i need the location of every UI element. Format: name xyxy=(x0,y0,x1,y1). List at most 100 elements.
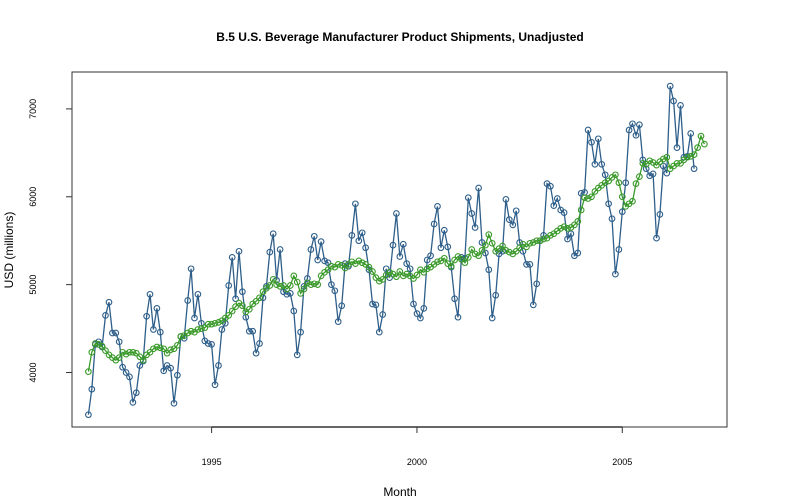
data-point xyxy=(317,272,325,280)
data-point xyxy=(297,290,304,297)
data-point xyxy=(115,354,123,361)
data-point xyxy=(615,246,623,253)
y-tick-label: 5000 xyxy=(28,275,38,295)
data-point xyxy=(564,225,571,232)
data-point xyxy=(215,362,222,369)
data-point xyxy=(310,232,318,240)
data-point xyxy=(605,200,612,208)
data-point xyxy=(423,265,431,273)
data-point xyxy=(598,160,606,168)
data-point xyxy=(516,244,523,252)
data-point xyxy=(269,276,277,283)
data-point xyxy=(612,171,619,179)
data-point xyxy=(653,161,660,169)
data-point xyxy=(523,243,530,251)
data-point xyxy=(618,193,626,201)
data-point xyxy=(304,275,311,282)
data-point xyxy=(286,290,294,297)
data-point xyxy=(533,280,541,288)
data-point xyxy=(211,381,219,389)
data-point xyxy=(314,281,322,288)
y-axis: 4000 5000 6000 7000 xyxy=(28,99,73,383)
data-point xyxy=(139,356,147,364)
x-tick-label: 2005 xyxy=(612,457,632,467)
data-point xyxy=(649,170,657,178)
data-point xyxy=(355,237,363,245)
y-tick-label: 4000 xyxy=(28,363,38,383)
data-point xyxy=(577,189,585,197)
data-point xyxy=(310,280,318,288)
data-point xyxy=(174,341,181,349)
data-point xyxy=(375,277,383,285)
data-point xyxy=(632,131,640,139)
data-point xyxy=(276,283,284,290)
data-point xyxy=(290,307,298,315)
data-point xyxy=(447,262,455,270)
data-point xyxy=(571,221,578,229)
data-point xyxy=(372,274,380,281)
data-point xyxy=(334,318,342,325)
data-point xyxy=(252,349,260,357)
data-point xyxy=(256,340,263,347)
data-point xyxy=(475,184,482,192)
data-point xyxy=(673,160,681,167)
data-point xyxy=(512,247,520,255)
data-point xyxy=(547,232,554,239)
data-point xyxy=(379,311,387,318)
data-point xyxy=(512,207,520,215)
data-point xyxy=(690,165,698,173)
data-point xyxy=(184,297,192,304)
data-point xyxy=(488,314,496,322)
data-point xyxy=(601,179,609,187)
y-tick-label: 6000 xyxy=(28,187,38,207)
data-point xyxy=(85,411,92,419)
data-point xyxy=(160,367,168,375)
data-point xyxy=(273,281,280,288)
data-point xyxy=(399,272,407,280)
data-point xyxy=(663,169,671,177)
data-point xyxy=(636,121,643,129)
data-point xyxy=(444,243,452,251)
data-point xyxy=(393,210,400,217)
data-point xyxy=(204,320,212,328)
data-point xyxy=(153,343,161,351)
series-line xyxy=(87,134,705,372)
data-point xyxy=(293,278,301,286)
data-point xyxy=(629,120,636,128)
data-point xyxy=(174,371,181,379)
data-point xyxy=(393,273,400,281)
data-point xyxy=(567,230,575,238)
data-point xyxy=(406,265,414,273)
data-point xyxy=(355,257,363,265)
data-point xyxy=(324,266,332,274)
data-point xyxy=(594,135,602,143)
data-point xyxy=(505,216,513,223)
data-point xyxy=(403,260,411,267)
data-point xyxy=(526,239,534,247)
data-point xyxy=(122,350,130,358)
data-point xyxy=(663,153,671,161)
data-point xyxy=(358,229,366,237)
data-point xyxy=(85,368,92,375)
data-point xyxy=(143,312,150,320)
series-line xyxy=(87,85,695,415)
data-point xyxy=(348,232,356,239)
data-point xyxy=(194,326,202,333)
x-axis-label: Month xyxy=(383,485,416,499)
data-point xyxy=(492,291,500,299)
data-point xyxy=(201,324,209,332)
data-point xyxy=(269,230,277,238)
data-point xyxy=(167,364,174,372)
x-tick-label: 2000 xyxy=(407,457,427,467)
data-point xyxy=(683,153,691,161)
data-point xyxy=(156,328,164,336)
data-point xyxy=(584,126,592,134)
data-point xyxy=(468,210,476,217)
data-point xyxy=(232,303,239,310)
data-point xyxy=(639,156,647,164)
data-point xyxy=(670,97,677,105)
data-point xyxy=(458,255,465,263)
data-point xyxy=(95,341,103,348)
data-point xyxy=(560,209,568,216)
